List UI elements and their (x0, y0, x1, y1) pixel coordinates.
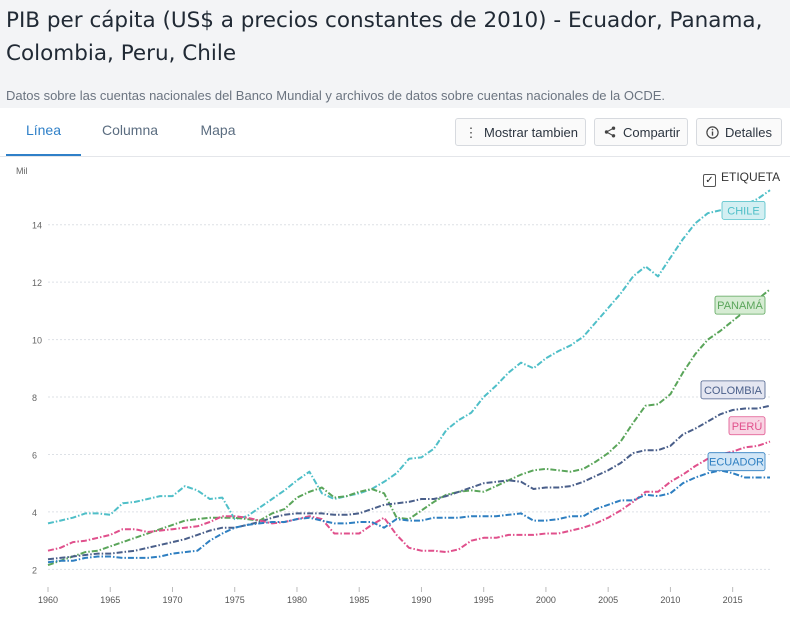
tab-columna[interactable]: Columna (101, 122, 159, 138)
x-tick-label-1965: 1965 (100, 595, 120, 605)
series-line-chile (47, 189, 771, 525)
series-label-box-panama (714, 295, 766, 315)
tab-bar: Línea Columna Mapa ⋮ Mostrar tambien Comp… (0, 108, 790, 157)
y-tick-label-10: 10 (32, 336, 42, 346)
series-label-box-chile (721, 200, 766, 220)
line-chart: 2 4 6 8 10 12 14 1960 1965 1970 1975 1980 1985 1990 19… (32, 189, 771, 605)
x-tick-label-2000: 2000 (536, 595, 556, 605)
y-tick-label-6: 6 (32, 450, 37, 460)
x-tick-label-2015: 2015 (723, 595, 743, 605)
series-label-box-peru (728, 416, 766, 436)
series-label-box-colombia (700, 380, 766, 400)
y-tick-label-4: 4 (32, 508, 37, 518)
chart-panel: Línea Columna Mapa ⋮ Mostrar tambien Comp… (0, 108, 790, 641)
y-tick-label-8: 8 (32, 393, 37, 403)
x-tick-label-2010: 2010 (660, 595, 680, 605)
series-line-peru (47, 440, 771, 554)
x-tick-label-1985: 1985 (349, 595, 369, 605)
page-title: PIB per cápita (US$ a precios constantes… (6, 8, 763, 66)
label-toggle[interactable]: ✓ ETIQUETA (703, 170, 780, 187)
series-label-panama: PANAMÁ (717, 299, 763, 312)
x-tick-label-2005: 2005 (598, 595, 618, 605)
x-tick-label-1980: 1980 (287, 595, 307, 605)
series-label-box-ecuador (707, 452, 766, 472)
show-also-button[interactable]: ⋮ Mostrar tambien (455, 118, 586, 146)
vertical-dots-icon: ⋮ (464, 125, 478, 140)
series-label-peru: PERÚ (732, 420, 763, 433)
series-line-ecuador (47, 469, 770, 564)
show-also-label: Mostrar tambien (484, 125, 578, 140)
series-label-ecuador: ECUADOR (709, 457, 764, 469)
info-icon (705, 119, 719, 147)
x-tick-label-1995: 1995 (474, 595, 494, 605)
series-line-colombia (47, 404, 771, 561)
series-label-colombia: COLOMBIA (704, 385, 763, 397)
tab-linea[interactable]: Línea (6, 108, 81, 156)
details-label: Detalles (725, 125, 772, 140)
y-tick-label-2: 2 (32, 565, 37, 575)
series-label-chile: CHILE (727, 205, 759, 217)
x-tick-label-1970: 1970 (162, 595, 182, 605)
share-label: Compartir (623, 125, 681, 140)
share-button[interactable]: Compartir (594, 118, 688, 146)
share-icon (603, 119, 617, 147)
details-button[interactable]: Detalles (696, 118, 782, 146)
tab-mapa[interactable]: Mapa (200, 122, 236, 138)
label-toggle-text: ETIQUETA (721, 170, 781, 184)
y-tick-label-12: 12 (32, 278, 42, 288)
unit-label: Mil (16, 166, 28, 176)
x-tick-label-1990: 1990 (411, 595, 431, 605)
checkmark-icon[interactable]: ✓ (703, 174, 716, 187)
x-tick-label-1960: 1960 (38, 595, 58, 605)
x-tick-label-1975: 1975 (225, 595, 245, 605)
y-tick-label-14: 14 (32, 221, 42, 231)
page-subtitle: Datos sobre las cuentas nacionales del B… (6, 88, 666, 103)
series-line-panama (47, 288, 771, 567)
